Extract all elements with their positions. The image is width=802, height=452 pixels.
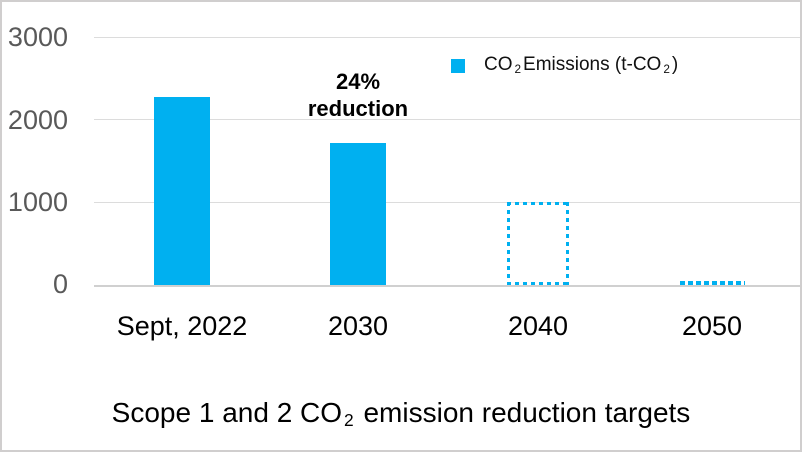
y-tick-0: 0: [52, 269, 68, 299]
legend-subscript: 2: [514, 62, 522, 76]
title-subscript: 2: [344, 410, 354, 431]
y-tick-2000: 2000: [7, 105, 68, 135]
x-tick-2040: 2040: [507, 311, 569, 341]
y-tick-3000: 3000: [7, 22, 68, 52]
legend-label: CO 2 Emissions (t-CO 2): [484, 54, 679, 76]
legend: CO 2 Emissions (t-CO 2): [451, 53, 678, 79]
x-axis-line: [94, 285, 800, 287]
bar-2040-target: [507, 202, 569, 285]
bar-sept-2022: [154, 97, 210, 285]
y-tick-1000: 1000: [7, 187, 68, 217]
x-tick-2050: 2050: [681, 311, 743, 341]
gridline-2000: [94, 119, 800, 120]
legend-subscript: 2: [663, 62, 670, 76]
gridline-3000: [94, 37, 800, 38]
legend-series-swatch-icon: [451, 59, 465, 73]
reduction-annotation: 24% reduction: [307, 69, 409, 121]
x-tick-2030: 2030: [327, 311, 389, 341]
x-tick-sept-2022: Sept, 2022: [116, 311, 248, 341]
chart-title: Scope 1 and 2 CO 2 emission reduction tar…: [111, 397, 691, 431]
gridline-1000: [94, 202, 800, 203]
bar-2030: [330, 143, 386, 285]
bar-2050-target: [680, 280, 745, 285]
